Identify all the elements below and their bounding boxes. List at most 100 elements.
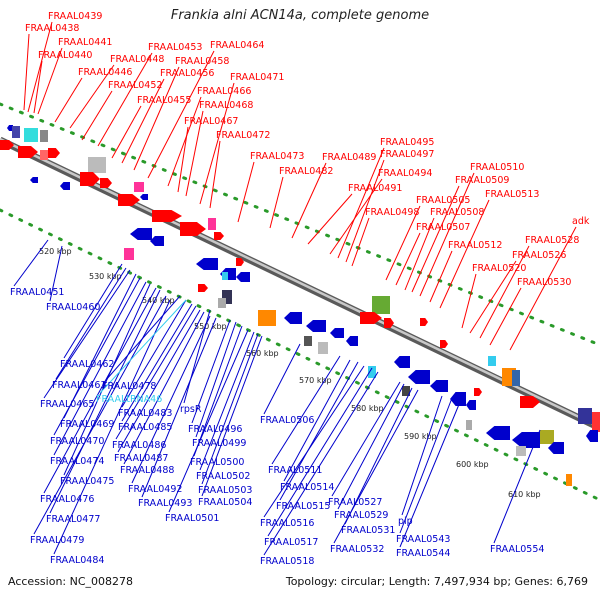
- reverse-gene-arrow: [150, 236, 164, 246]
- forward-gene-label: FRAAL0498: [365, 207, 419, 218]
- reverse-leader-line: [13, 239, 49, 287]
- reverse-gene-label: FRAAL0496: [188, 424, 242, 435]
- feature-block: [124, 248, 134, 260]
- reverse-leader-line: [267, 367, 373, 537]
- reverse-leader-line: [131, 315, 211, 484]
- forward-gene-arrow: [384, 318, 394, 328]
- reverse-leader-line: [193, 325, 243, 457]
- forward-gene-arrow: [520, 396, 540, 408]
- forward-gene-label: adk: [572, 216, 590, 227]
- reverse-leader-line: [53, 281, 147, 456]
- forward-gene-label: FRAAL0509: [455, 175, 509, 186]
- forward-leader-line: [27, 21, 53, 113]
- tick-label: 610 kbp: [508, 490, 541, 499]
- reverse-leader-line: [55, 267, 127, 380]
- forward-gene-label: FRAAL0491: [348, 183, 402, 194]
- feature-block: [466, 420, 472, 430]
- reverse-gene-arrow: [236, 272, 250, 282]
- reverse-leader-line: [201, 335, 263, 497]
- forward-leader-line: [97, 52, 153, 147]
- forward-gene-label: FRAAL0441: [58, 37, 112, 48]
- forward-gene-label: FRAAL0520: [472, 263, 526, 274]
- reverse-leader-line: [168, 329, 249, 513]
- feature-block: [318, 342, 328, 354]
- reverse-leader-line: [337, 383, 405, 510]
- reverse-leader-line: [183, 309, 211, 404]
- reverse-gene-arrow: [196, 258, 218, 270]
- forward-leader-line: [395, 232, 421, 286]
- reverse-gene-arrow: [30, 177, 38, 183]
- forward-leader-line: [404, 217, 435, 291]
- forward-leader-line: [351, 217, 370, 267]
- forward-gene-arrow: [0, 140, 14, 150]
- reverse-gene-label: FRAAL0479: [30, 535, 84, 546]
- guide-line-1: [0, 102, 600, 347]
- forward-leader-line: [509, 226, 577, 351]
- forward-leader-line: [479, 245, 530, 339]
- feature-block: [88, 157, 106, 173]
- reverse-gene-label: FRAAL0460: [46, 302, 100, 313]
- feature-block: [40, 130, 48, 142]
- forward-gene-label: FRAAL0471: [230, 72, 284, 83]
- reverse-gene-label: FRAAL0516: [260, 518, 314, 529]
- tick-label: 550 kbp: [194, 322, 227, 331]
- forward-leader-line: [167, 96, 202, 187]
- reverse-gene-label: FRAAL0487: [114, 453, 168, 464]
- forward-gene-label: FRAAL0466: [197, 86, 251, 97]
- feature-block: [208, 218, 216, 230]
- reverse-gene-arrow: [486, 426, 510, 440]
- rna-gene-label: FRAALtRNA46: [96, 394, 162, 405]
- reverse-gene-label: FRAAL0485: [118, 422, 172, 433]
- forward-gene-label: FRAAL0439: [48, 11, 102, 22]
- reverse-gene-arrow: [450, 392, 466, 406]
- reverse-gene-label: FRAAL0544: [396, 548, 450, 559]
- forward-gene-label: FRAAL0510: [470, 162, 524, 173]
- reverse-gene-arrow: [60, 182, 70, 190]
- forward-leader-line: [185, 110, 204, 197]
- tick-label: 580 kbp: [351, 404, 384, 413]
- feature-block: [592, 412, 600, 432]
- forward-gene-arrow: [80, 172, 100, 186]
- reverse-gene-label: FRAAL0451: [10, 287, 64, 298]
- forward-leader-line: [37, 47, 63, 115]
- forward-gene-arrow: [214, 232, 224, 240]
- reverse-gene-arrow: [466, 400, 476, 410]
- map-title: Frankia alni ACN14a, complete genome: [170, 8, 430, 23]
- reverse-leader-line: [49, 245, 63, 302]
- reverse-gene-label: FRAAL0501: [165, 513, 219, 524]
- reverse-leader-line: [401, 395, 443, 516]
- tick-label: 540 kbp: [142, 296, 175, 305]
- feature-block: [372, 296, 390, 314]
- reverse-gene-label: FRAAL0500: [190, 457, 244, 468]
- reverse-leader-line: [43, 287, 157, 494]
- forward-gene-arrow: [198, 284, 208, 292]
- reverse-gene-label: FRAAL0511: [268, 465, 322, 476]
- tick-label: 600 kbp: [456, 460, 489, 469]
- forward-gene-arrow: [100, 178, 112, 188]
- guide-line-2: [0, 208, 600, 502]
- feature-block: [512, 370, 520, 386]
- reverse-leader-line: [333, 389, 419, 544]
- reverse-gene-label: FRAAL0493: [138, 498, 192, 509]
- reverse-gene-label: FRAAL0517: [264, 537, 318, 548]
- tick-label: 590 kbp: [404, 432, 437, 441]
- forward-gene-label: FRAAL0473: [250, 151, 304, 162]
- forward-gene-label: FRAAL0453: [148, 42, 202, 53]
- reverse-gene-label: FRAAL0515: [276, 501, 330, 512]
- reverse-leader-line: [263, 365, 365, 518]
- kbp-ticks: 520 kbp 530 kbp 540 kbp 550 kbp 560 kbp 570 k…: [39, 247, 541, 499]
- feature-block: [566, 474, 572, 486]
- forward-leader-line: [111, 105, 142, 159]
- forward-gene-label: FRAAL0472: [216, 130, 270, 141]
- reverse-gene-label: FRAAL0502: [196, 471, 250, 482]
- reverse-leader-line: [195, 321, 237, 438]
- forward-leader-line: [307, 193, 353, 245]
- feature-block: [12, 126, 20, 138]
- forward-gene-label: FRAAL0467: [184, 116, 238, 127]
- reverse-gene-label: FRAAL0554: [490, 544, 544, 555]
- reverse-leader-line: [115, 305, 197, 440]
- reverse-gene-label: FRAAL0462: [60, 359, 114, 370]
- forward-gene-label: FRAAL0505: [416, 195, 470, 206]
- reverse-gene-label: pip: [398, 516, 413, 527]
